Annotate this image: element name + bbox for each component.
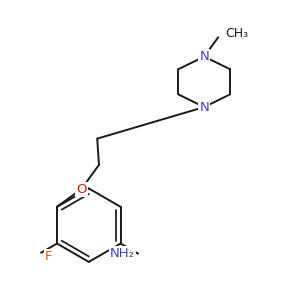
Text: O: O [76,183,87,196]
Text: CH₃: CH₃ [225,27,248,40]
Text: N: N [199,50,209,63]
Text: F: F [45,250,52,263]
Text: N: N [199,100,209,114]
Text: NH₂: NH₂ [110,247,135,260]
